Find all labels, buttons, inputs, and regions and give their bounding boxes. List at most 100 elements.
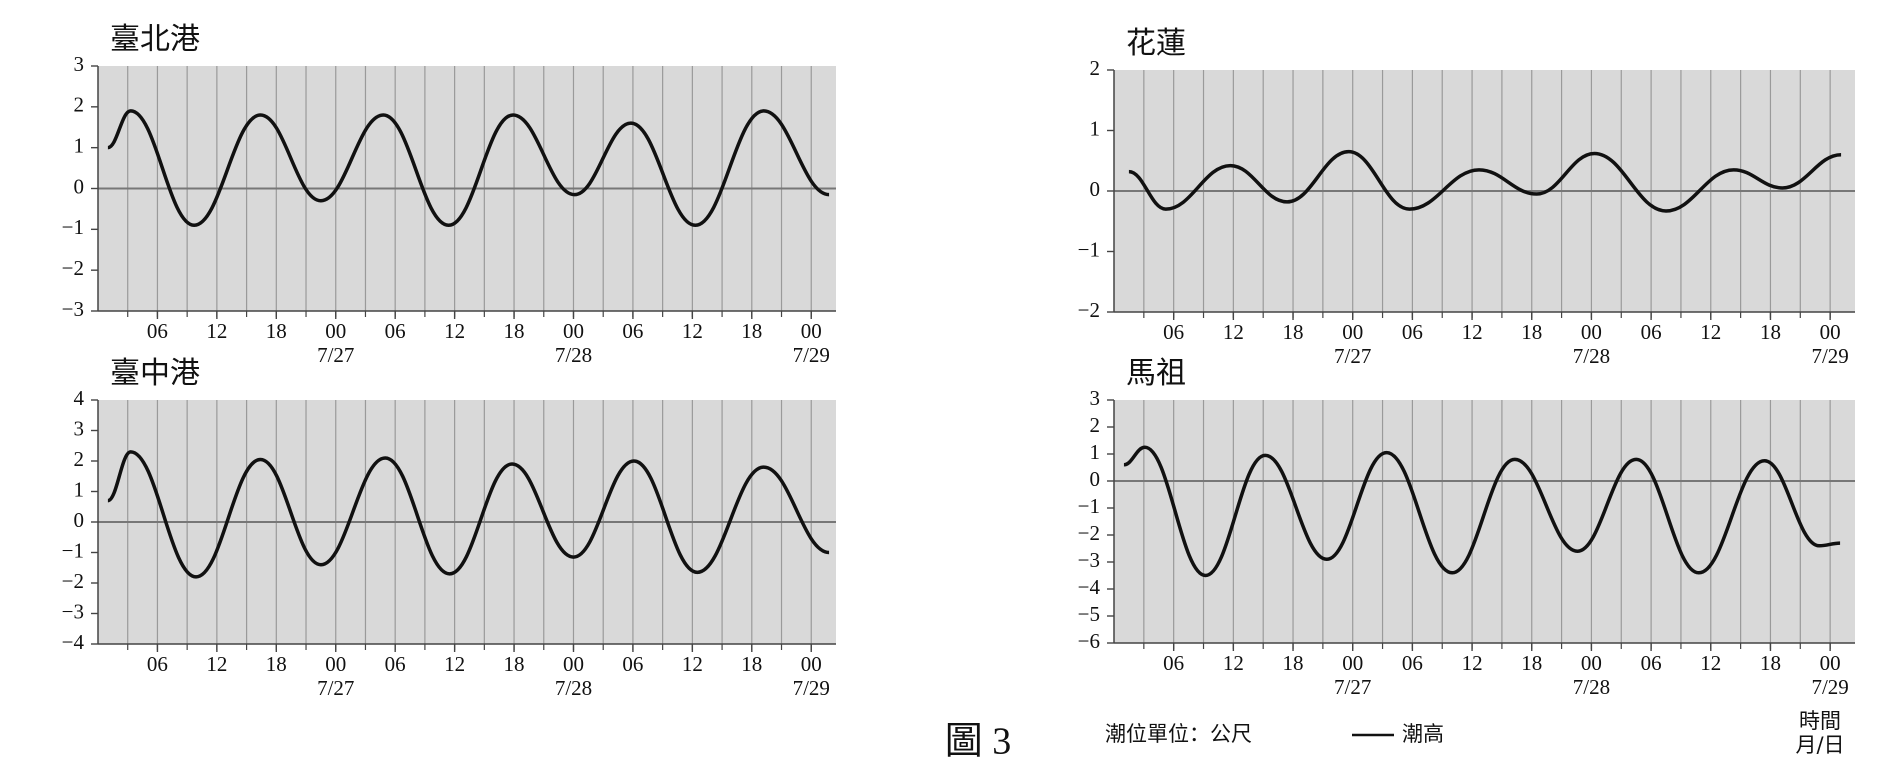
y-tick-label: −4 (62, 630, 85, 654)
chart-title: 馬祖 (1126, 357, 1186, 390)
x-tick-label: 06 (147, 652, 168, 676)
x-tick-label: 18 (504, 319, 525, 343)
y-tick-label: −4 (1078, 575, 1101, 599)
y-tick-label: −1 (62, 538, 84, 562)
y-tick-label: 0 (1090, 177, 1101, 201)
y-tick-label: 3 (74, 416, 85, 440)
plot-background (1114, 400, 1855, 643)
x-tick-label: 06 (1402, 320, 1423, 344)
x-date-label: 7/29 (793, 676, 830, 700)
y-tick-label: 2 (74, 93, 85, 117)
x-tick-label: 18 (1521, 320, 1542, 344)
x-tick-label: 18 (741, 319, 762, 343)
tide-line (107, 450, 830, 579)
time-label: 時間 (1799, 709, 1841, 733)
y-tick-label: 4 (74, 386, 85, 410)
x-tick-label: 00 (1342, 651, 1363, 675)
y-tick-label: 2 (74, 447, 85, 471)
x-tick-label: 18 (1760, 320, 1781, 344)
x-date-label: 7/29 (793, 343, 830, 367)
y-tick-label: 2 (1090, 56, 1101, 80)
y-tick-label: −2 (1078, 521, 1100, 545)
x-tick-label: 06 (1641, 320, 1662, 344)
y-tick-label: 3 (74, 52, 85, 76)
y-tick-label: −1 (1078, 494, 1100, 518)
y-tick-label: −3 (62, 599, 84, 623)
x-tick-label: 00 (325, 319, 346, 343)
x-tick-label: 18 (1283, 320, 1304, 344)
x-tick-label: 12 (444, 652, 465, 676)
x-tick-label: 00 (563, 652, 584, 676)
y-tick-label: 1 (1090, 440, 1101, 464)
x-date-label: 7/27 (1334, 344, 1371, 368)
x-tick-label: 12 (1700, 651, 1721, 675)
x-tick-label: 06 (1402, 651, 1423, 675)
unit-note: 潮位單位：公尺 (1105, 722, 1252, 746)
x-tick-label: 00 (801, 652, 822, 676)
x-tick-label: 00 (1581, 651, 1602, 675)
x-tick-label: 00 (1342, 320, 1363, 344)
x-date-label: 7/28 (555, 676, 592, 700)
x-tick-label: 06 (147, 319, 168, 343)
x-tick-label: 18 (504, 652, 525, 676)
y-tick-label: −2 (1078, 298, 1100, 322)
x-tick-label: 12 (1700, 320, 1721, 344)
y-tick-label: 1 (74, 477, 85, 501)
x-tick-label: 18 (266, 319, 287, 343)
x-tick-label: 18 (266, 652, 287, 676)
x-date-label: 7/29 (1811, 344, 1848, 368)
x-tick-label: 12 (682, 319, 703, 343)
y-tick-label: 0 (74, 508, 85, 532)
x-tick-label: 12 (1462, 651, 1483, 675)
x-tick-label: 12 (682, 652, 703, 676)
x-tick-label: 12 (206, 652, 227, 676)
x-date-label: 7/29 (1811, 675, 1848, 699)
x-tick-label: 12 (444, 319, 465, 343)
y-tick-label: −1 (1078, 237, 1100, 261)
y-tick-label: −3 (62, 297, 84, 321)
y-tick-label: −1 (62, 215, 84, 239)
tide-line (107, 109, 830, 227)
y-tick-label: 1 (74, 133, 85, 157)
x-date-label: 7/28 (1573, 675, 1610, 699)
x-tick-label: 00 (1581, 320, 1602, 344)
x-date-label: 7/27 (317, 676, 354, 700)
y-tick-label: −5 (1078, 602, 1100, 626)
y-tick-label: 0 (1090, 467, 1101, 491)
x-tick-label: 06 (622, 652, 643, 676)
x-tick-label: 12 (1462, 320, 1483, 344)
x-tick-label: 06 (385, 652, 406, 676)
x-tick-label: 18 (1283, 651, 1304, 675)
x-tick-label: 06 (622, 319, 643, 343)
x-tick-label: 00 (1820, 320, 1841, 344)
y-tick-label: −2 (62, 256, 84, 280)
x-tick-label: 12 (1223, 320, 1244, 344)
y-tick-label: −3 (1078, 548, 1100, 572)
x-tick-label: 06 (385, 319, 406, 343)
caption: 圖 3 (945, 721, 1012, 763)
x-date-label: 7/27 (317, 343, 354, 367)
x-tick-label: 06 (1163, 651, 1184, 675)
y-tick-label: −6 (1078, 629, 1100, 653)
x-tick-label: 00 (325, 652, 346, 676)
y-tick-label: 3 (1090, 386, 1101, 410)
x-date-label: 7/28 (1573, 344, 1610, 368)
y-tick-label: 1 (1090, 116, 1101, 140)
x-tick-label: 06 (1163, 320, 1184, 344)
x-tick-label: 00 (801, 319, 822, 343)
y-tick-label: 0 (74, 174, 85, 198)
x-tick-label: 06 (1641, 651, 1662, 675)
x-tick-label: 12 (206, 319, 227, 343)
x-tick-label: 18 (1760, 651, 1781, 675)
legend-label: 潮高 (1402, 722, 1444, 746)
x-tick-label: 18 (741, 652, 762, 676)
x-tick-label: 00 (1820, 651, 1841, 675)
y-tick-label: −2 (62, 569, 84, 593)
date-label: 月/日 (1795, 733, 1844, 757)
tide-line (1128, 149, 1842, 213)
x-tick-label: 12 (1223, 651, 1244, 675)
x-date-label: 7/28 (555, 343, 592, 367)
x-tick-label: 00 (563, 319, 584, 343)
tide-line (1123, 445, 1841, 578)
